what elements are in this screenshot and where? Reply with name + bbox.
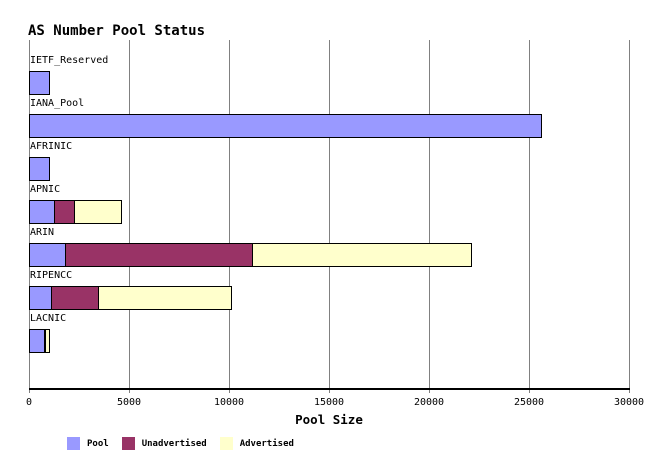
x-tick-label: 25000	[513, 397, 545, 408]
x-tick-label: 30000	[613, 397, 645, 408]
gridline	[129, 40, 130, 393]
gridline	[629, 40, 630, 393]
x-tick-label: 0	[25, 397, 33, 408]
bar-segment-unadvertised	[54, 200, 75, 224]
bar-segment-pool	[29, 286, 52, 310]
category-label: IETF_Reserved	[30, 55, 109, 66]
legend-label: Pool	[87, 438, 109, 449]
gridline	[429, 40, 430, 393]
bar-segment-advertised	[74, 200, 122, 224]
x-tick-label: 20000	[413, 397, 445, 408]
legend-item: Pool	[67, 437, 109, 450]
category-label: AFRINIC	[30, 141, 73, 152]
x-axis-line	[29, 388, 630, 390]
chart-title: AS Number Pool Status	[28, 23, 206, 39]
bar-segment-pool	[29, 200, 55, 224]
bar-segment-pool	[29, 329, 45, 353]
bar-segment-unadvertised	[65, 243, 253, 267]
legend-swatch-unadvertised	[121, 437, 135, 450]
x-axis-title: Pool Size	[295, 412, 363, 427]
legend-label: Unadvertised	[141, 438, 207, 449]
category-label: RIPENCC	[30, 270, 73, 281]
category-label: ARIN	[30, 227, 55, 238]
category-label: IANA_Pool	[30, 98, 85, 109]
legend-item: Advertised	[219, 437, 294, 450]
gridline	[229, 40, 230, 393]
bar-segment-pool	[29, 71, 50, 95]
gridline	[529, 40, 530, 393]
bar-segment-advertised	[252, 243, 472, 267]
legend-swatch-pool	[67, 437, 80, 450]
bar-segment-advertised	[45, 329, 50, 353]
legend: Pool Unadvertised Advertised	[67, 437, 294, 450]
legend-item: Unadvertised	[121, 437, 207, 450]
gridline	[329, 40, 330, 393]
bar-segment-advertised	[98, 286, 232, 310]
legend-swatch-advertised	[219, 437, 233, 450]
bar-segment-pool	[29, 157, 50, 181]
x-tick-label: 15000	[313, 397, 345, 408]
bar-segment-unadvertised	[51, 286, 99, 310]
bar-segment-pool	[29, 114, 542, 138]
category-label: APNIC	[30, 184, 61, 195]
x-tick-label: 5000	[116, 397, 142, 408]
legend-label: Advertised	[239, 438, 294, 449]
category-label: LACNIC	[30, 313, 67, 324]
bar-segment-pool	[29, 243, 66, 267]
x-tick-label: 10000	[213, 397, 245, 408]
